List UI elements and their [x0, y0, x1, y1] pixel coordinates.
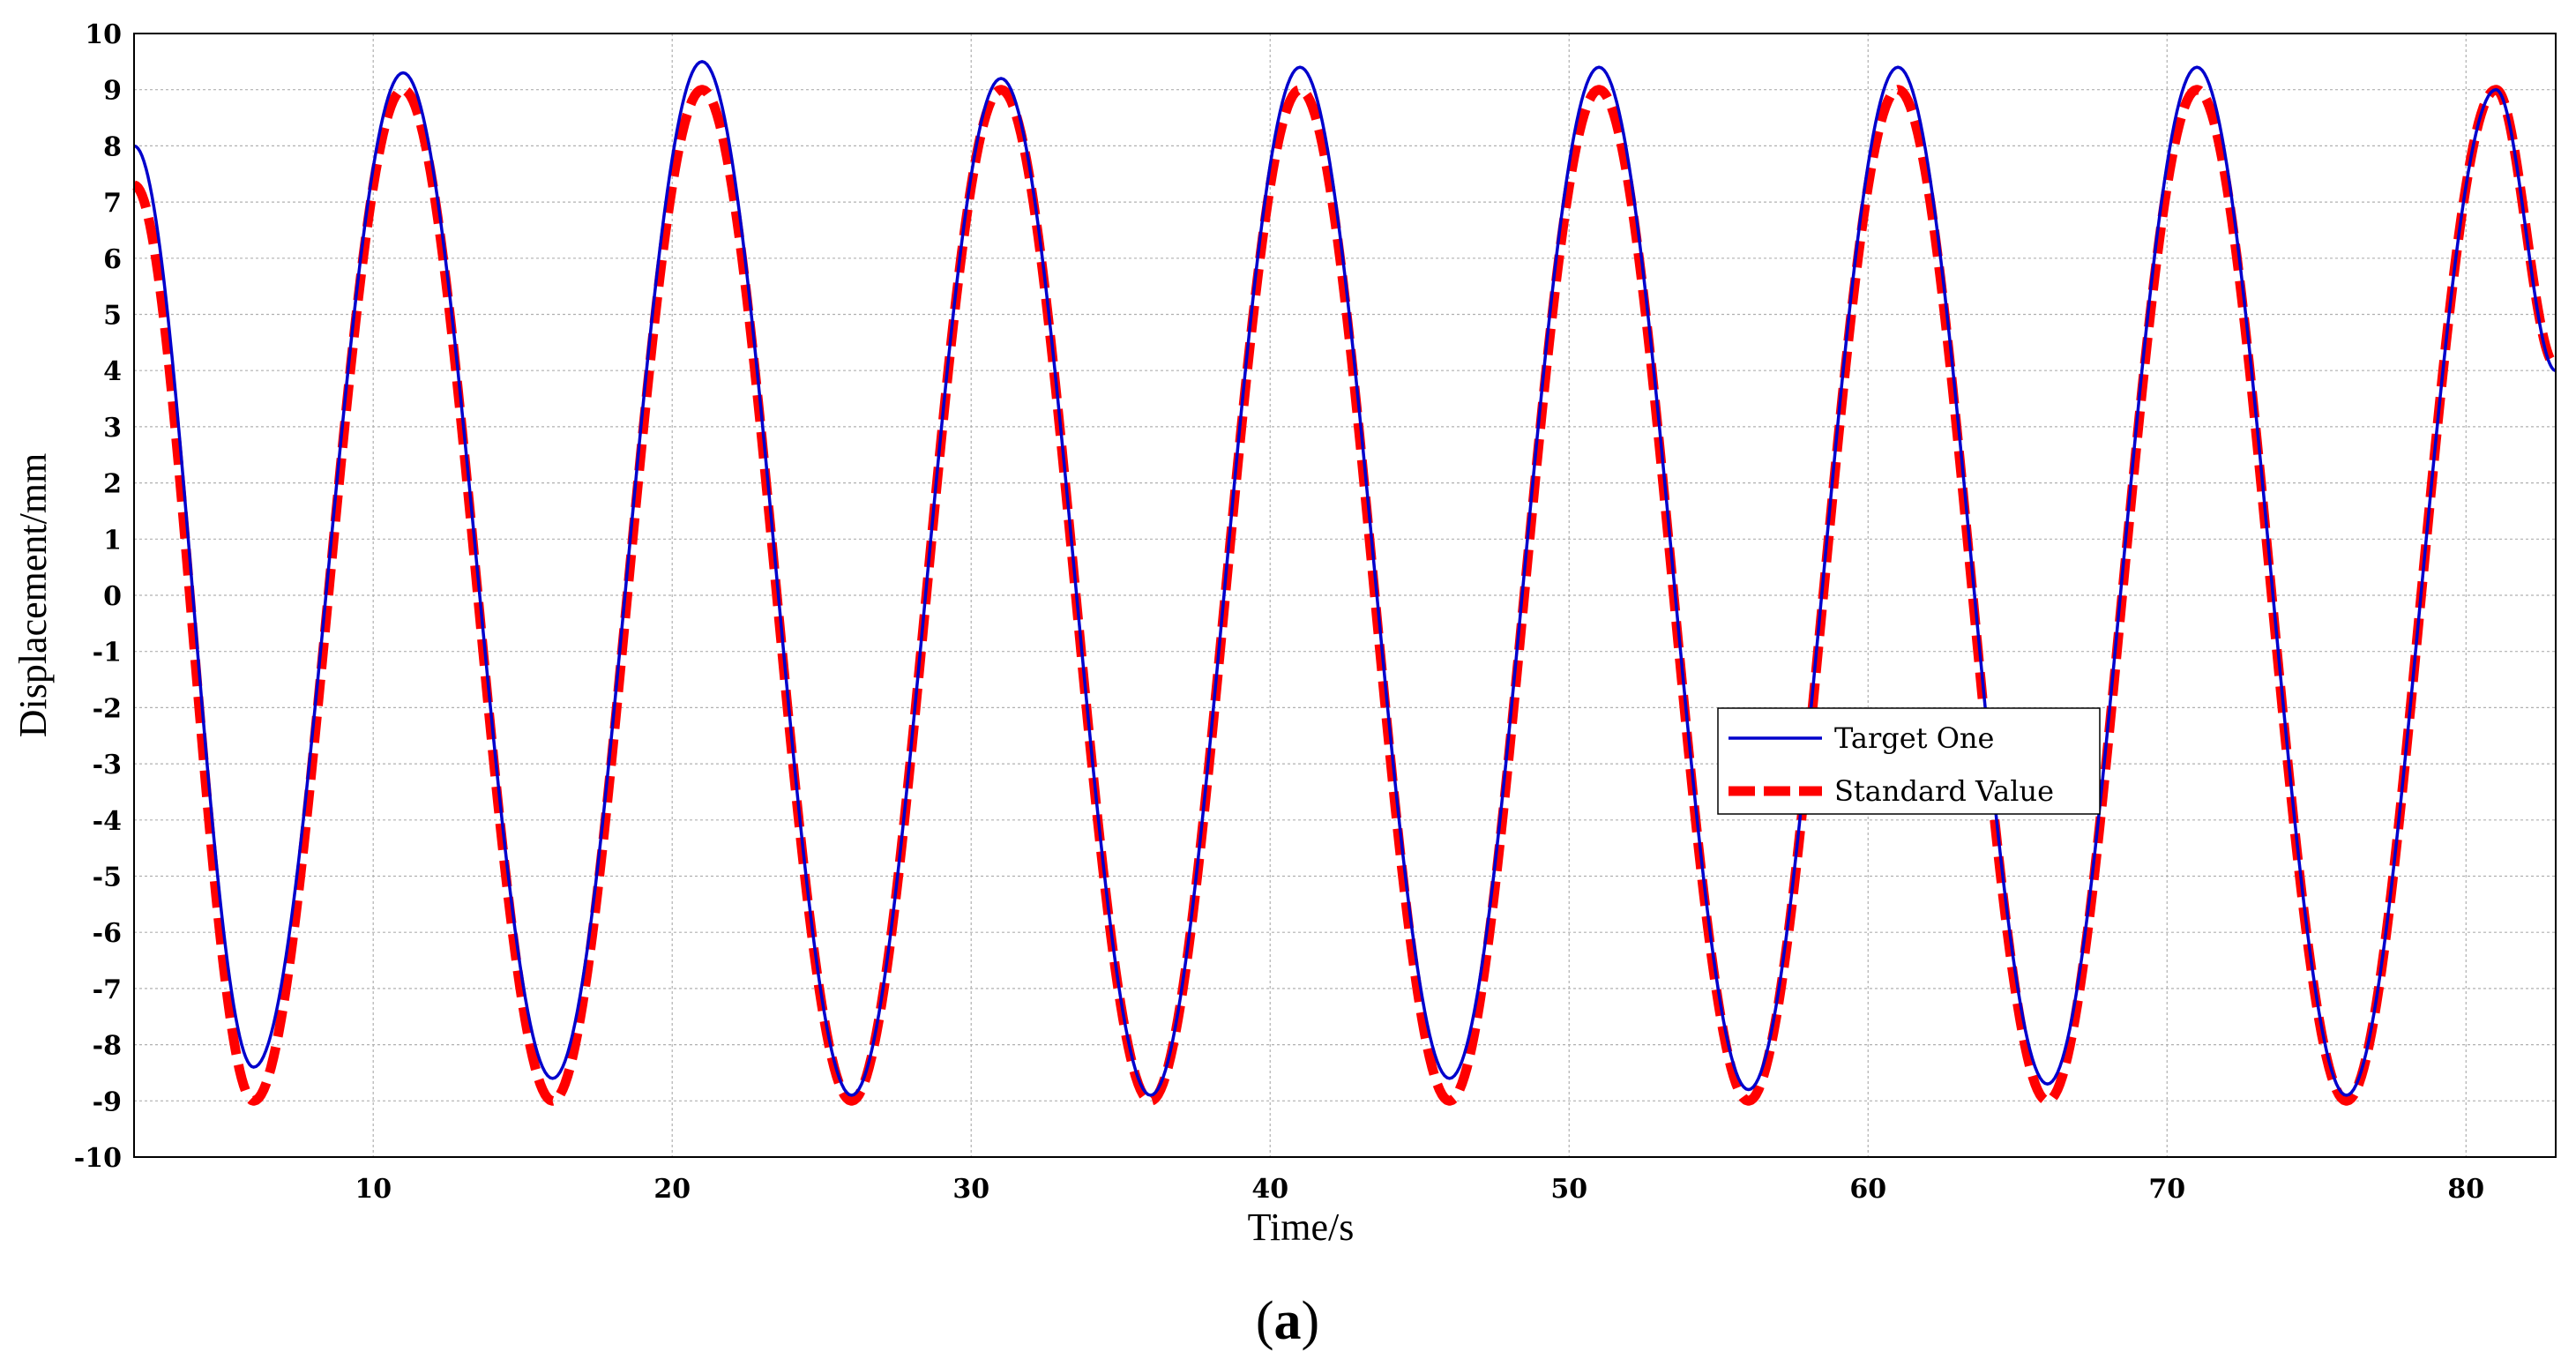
series-standard-value-line — [131, 85, 2560, 1106]
legend-label-target-one: Target One — [1834, 721, 1994, 755]
y-tick-label: -7 — [93, 974, 122, 1005]
y-tick-label: 8 — [103, 131, 122, 162]
y-tick-label: 2 — [103, 469, 122, 500]
x-tick-label: 80 — [2447, 1174, 2484, 1205]
y-tick-label: -8 — [93, 1031, 122, 1062]
plot-frame — [133, 33, 2557, 1158]
y-tick-label: -9 — [93, 1086, 122, 1117]
x-tick-label: 50 — [1550, 1174, 1587, 1205]
y-tick-label: 9 — [103, 76, 122, 107]
x-tick-label: 10 — [355, 1174, 392, 1205]
legend-box — [1717, 707, 2101, 815]
grid-lines — [134, 34, 2556, 1157]
figure-caption-letter: a — [1274, 1291, 1302, 1351]
y-tick-label: -10 — [74, 1143, 122, 1174]
x-tick-label: 40 — [1251, 1174, 1288, 1205]
x-tick-label: 30 — [952, 1174, 989, 1205]
y-axis-label: Displacement/mm — [11, 453, 55, 738]
x-tick-label: 70 — [2148, 1174, 2185, 1205]
y-tick-label: 3 — [103, 413, 122, 444]
x-tick-labels: 10 20 30 40 50 60 70 80 — [355, 1174, 2484, 1205]
legend: Target One Standard Value — [1717, 707, 2101, 815]
y-tick-label: -3 — [93, 750, 122, 780]
x-tick-label: 60 — [1849, 1174, 1886, 1205]
y-tick-label: -5 — [93, 862, 122, 893]
series-target-one-line — [133, 60, 2557, 1097]
x-axis-label: Time/s — [1248, 1206, 1355, 1249]
y-tick-label: 7 — [103, 188, 122, 219]
y-tick-label: -1 — [93, 638, 122, 668]
y-tick-label: -2 — [93, 693, 122, 724]
y-tick-label: 10 — [85, 19, 122, 50]
y-tick-label: -6 — [93, 918, 122, 949]
series-layer — [131, 60, 2560, 1106]
legend-label-standard-value: Standard Value — [1834, 774, 2054, 808]
y-tick-label: -4 — [93, 806, 122, 837]
y-tick-label: 6 — [103, 244, 122, 275]
y-tick-label: 0 — [103, 581, 122, 612]
x-tick-label: 20 — [653, 1174, 691, 1205]
y-tick-label: 4 — [103, 356, 122, 387]
figure-caption: (a) — [1256, 1291, 1319, 1351]
y-tick-label: 5 — [103, 301, 122, 332]
y-tick-label: 1 — [103, 525, 122, 556]
